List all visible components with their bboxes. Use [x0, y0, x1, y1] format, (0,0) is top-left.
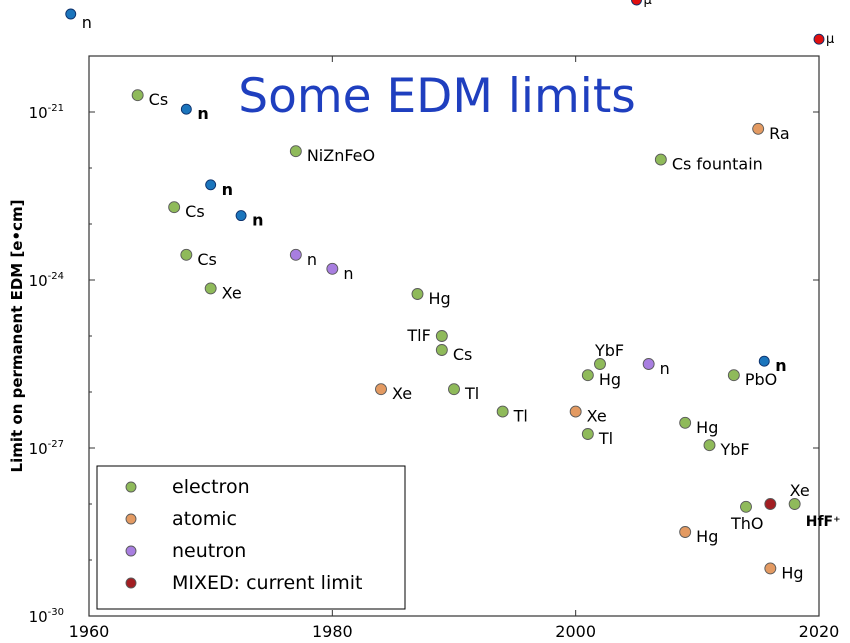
data-point-ra-32: [752, 122, 765, 135]
data-point-n-16: [642, 358, 655, 370]
data-point-tlf-12: [435, 330, 448, 342]
data-label: Tl: [464, 384, 479, 403]
data-label: NiZnFeO: [307, 146, 375, 165]
data-label: μ: [826, 32, 834, 47]
y-axis-label: Limit on permanent EDM [e•cm]: [8, 200, 26, 473]
y-tick-label: 10-30: [29, 607, 64, 626]
legend-label: neutron: [172, 540, 246, 562]
x-tick-label: 2020: [799, 622, 840, 641]
axis-ticks: 1960 1980 2000 2020 10-21 10-24 10-27 10-30: [29, 55, 840, 641]
data-label: YbF: [594, 341, 624, 360]
data-label: n: [660, 359, 670, 378]
data-point-hg-11: [411, 288, 424, 300]
data-point-xe-28: [788, 498, 801, 510]
data-point-n-17: [758, 355, 770, 367]
data-label: n: [252, 211, 263, 230]
data-point-pbo-18: [727, 369, 740, 382]
legend-marker: [125, 545, 137, 557]
data-label: Hg: [781, 563, 803, 582]
data-point-n-6: [235, 210, 247, 222]
data-label: n: [82, 13, 92, 32]
data-point-tho-26: [740, 500, 752, 513]
data-label: TlF: [406, 326, 430, 345]
y-tick-label: 10-24: [29, 271, 64, 290]
data-point-tl-23: [581, 428, 594, 440]
data-label: Cs: [453, 345, 473, 364]
data-label: ThO: [730, 514, 764, 533]
data-point-ybf-25: [703, 439, 716, 452]
legend-box: [96, 465, 406, 610]
data-point-hg-30: [764, 562, 777, 575]
data-point-n-9: [326, 262, 339, 275]
data-point-xe-10: [204, 282, 217, 295]
data-label: Tl: [513, 407, 528, 426]
data-point-tl-20: [448, 383, 460, 396]
data-point-n-8: [289, 248, 302, 261]
data-label: n: [197, 104, 208, 123]
data-label: n: [775, 356, 786, 375]
legend-marker: [125, 481, 137, 493]
data-label: PbO: [745, 370, 777, 389]
data-point-ybf-14: [594, 358, 606, 370]
data-label: Tl: [598, 429, 613, 448]
legend-label: atomic: [172, 508, 237, 530]
data-label: Hg: [696, 527, 718, 546]
data-label: Xe: [222, 283, 242, 302]
data-point-cs-fountain-31: [654, 153, 667, 166]
data-point-xe-22: [569, 405, 582, 418]
data-point---33: [631, 0, 642, 6]
legend-label: electron: [172, 476, 250, 498]
data-point-tl-21: [496, 405, 509, 418]
y-tick-label: 10-27: [29, 439, 64, 458]
data-point-hg-29: [679, 526, 692, 538]
data-label: μ: [644, 0, 652, 8]
data-label: Hg: [599, 370, 621, 389]
y-tick-label: 10-21: [29, 103, 64, 122]
data-point-cs-13: [435, 344, 448, 356]
data-point-niznfeo-3: [289, 145, 302, 158]
data-label: YbF: [720, 440, 750, 459]
x-tick-label: 1960: [69, 622, 110, 641]
data-label: Hg: [429, 289, 451, 308]
data-label: n: [343, 264, 353, 283]
data-point---34: [813, 33, 825, 45]
data-label: Hg: [696, 418, 718, 437]
data-label: Xe: [790, 481, 810, 500]
annotation-hff: HfF⁺: [806, 514, 841, 530]
legend-marker: [125, 513, 137, 525]
data-label: Ra: [769, 124, 790, 143]
data-point-hg-15: [581, 369, 594, 382]
data-point-cs-7: [180, 248, 193, 261]
data-label: Cs: [149, 90, 169, 109]
data-label: Xe: [587, 407, 607, 426]
data-point-xe-19: [375, 383, 387, 396]
data-label: Cs: [185, 202, 205, 221]
data-point-hg-24: [679, 416, 692, 429]
legend-marker: [125, 577, 137, 589]
data-point-mixed-27: [764, 498, 777, 510]
data-point-n-2: [180, 103, 192, 115]
legend-label: MIXED: current limit: [172, 572, 362, 594]
data-label: n: [307, 250, 317, 269]
data-label: Cs: [197, 250, 217, 269]
data-label: n: [222, 180, 233, 199]
chart-title: Some EDM limits: [238, 69, 635, 124]
x-tick-label: 2000: [555, 622, 596, 641]
data-label: Cs fountain: [672, 155, 763, 174]
data-point-n-0: [65, 8, 77, 20]
legend: electron atomic neutron MIXED: current limi…: [96, 465, 406, 610]
data-label: Xe: [392, 384, 412, 403]
data-point-n-4: [205, 179, 217, 191]
data-point-cs-1: [131, 89, 144, 102]
x-tick-label: 1980: [312, 622, 353, 641]
data-point-cs-5: [168, 201, 181, 214]
